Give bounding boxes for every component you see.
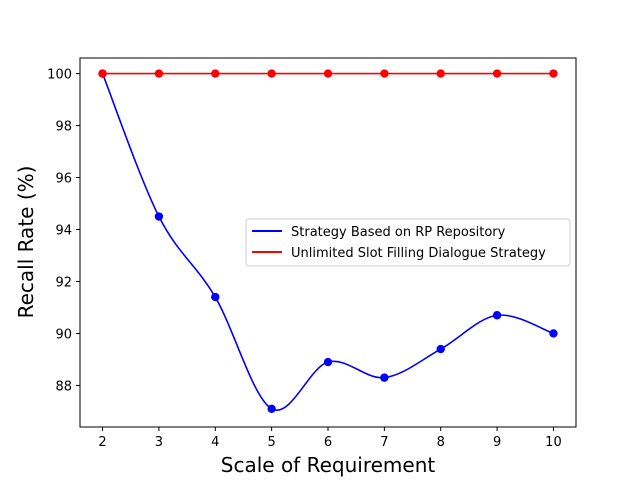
legend-label-strategy-rp: Strategy Based on RP Repository [291, 225, 506, 240]
data-point [154, 212, 164, 221]
x-tick-label: 8 [437, 435, 445, 450]
x-tick-label: 9 [493, 435, 501, 450]
data-point [267, 404, 276, 414]
x-tick-label: 10 [545, 435, 562, 450]
data-point [98, 69, 107, 78]
data-point [323, 357, 333, 367]
data-point [549, 69, 558, 78]
x-tick-label: 4 [211, 435, 219, 450]
data-point [436, 344, 445, 354]
y-tick-label: 94 [55, 224, 72, 239]
y-tick-label: 96 [55, 172, 72, 187]
y-tick-label: 98 [55, 120, 72, 135]
data-point [211, 69, 220, 78]
y-axis-ticks: 88 90 92 94 96 98 100 [47, 68, 80, 394]
legend-label-unlimited-slot: Unlimited Slot Filling Dialogue Strategy [291, 246, 546, 261]
legend-box [245, 218, 571, 267]
data-point [492, 69, 502, 78]
y-tick-label: 90 [55, 327, 72, 342]
data-point [380, 69, 389, 78]
y-tick-label: 88 [55, 379, 72, 394]
y-tick-label: 92 [55, 275, 72, 290]
data-point [380, 373, 389, 382]
data-point [154, 69, 164, 78]
x-tick-label: 7 [380, 435, 388, 450]
y-tick-label: 100 [47, 68, 72, 83]
x-tick-label: 6 [324, 435, 332, 450]
data-point [549, 329, 558, 338]
data-point [211, 292, 220, 302]
x-axis-label: Scale of Requirement [221, 453, 436, 477]
x-tick-label: 3 [155, 435, 163, 450]
data-point [436, 69, 445, 78]
plot-frame [79, 57, 577, 428]
data-point [267, 69, 276, 78]
x-axis-ticks: 2 3 4 5 6 7 8 9 10 [98, 427, 562, 450]
data-point [323, 69, 333, 78]
series-layer [98, 69, 558, 414]
x-tick-label: 2 [98, 435, 106, 450]
legend: Strategy Based on RP Repository Unlimite… [245, 218, 571, 267]
x-tick-label: 5 [267, 435, 275, 450]
y-axis-label: Recall Rate (%) [14, 166, 38, 319]
data-point [492, 311, 502, 320]
